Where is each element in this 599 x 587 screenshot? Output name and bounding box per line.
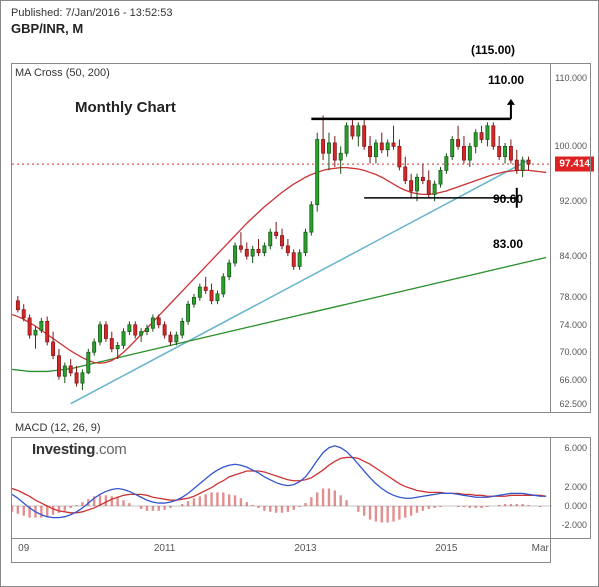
- main-y-axis: 62.50066.00070.00074.00078.00084.00092.0…: [551, 63, 591, 413]
- annotation-support2: 83.00: [493, 237, 523, 251]
- chart-container: Published: 7/Jan/2016 - 13:52:53 GBP/INR…: [0, 0, 599, 587]
- symbol-label: GBP/INR, M: [1, 21, 598, 40]
- x-axis: 09201120132015Mar: [11, 539, 551, 563]
- annotation-support1: 90.60: [493, 192, 523, 206]
- macd-label: MACD (12, 26, 9): [15, 422, 101, 434]
- annotation-top-target: (115.00): [471, 43, 515, 57]
- published-label: Published: 7/Jan/2016 - 13:52:53: [1, 1, 598, 21]
- macd-chart[interactable]: [11, 437, 551, 539]
- macd-y-axis: -2.0000.0002.0006.000: [551, 437, 591, 539]
- annotation-resistance: 110.00: [488, 73, 524, 87]
- main-chart[interactable]: 97.414 Investing.com: [11, 63, 551, 413]
